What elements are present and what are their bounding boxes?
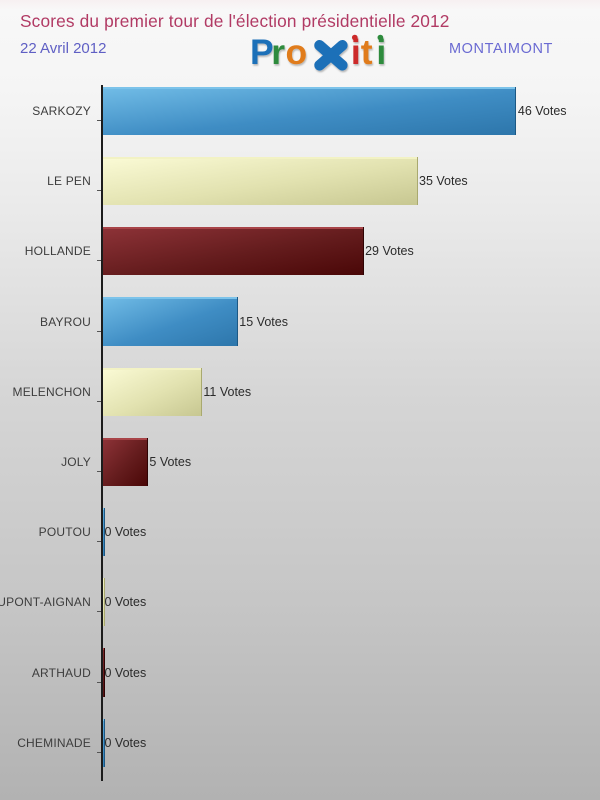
svg-text:o: o <box>286 34 308 72</box>
svg-text:t: t <box>361 34 373 72</box>
svg-text:P: P <box>250 34 274 72</box>
svg-text:r: r <box>271 34 285 72</box>
